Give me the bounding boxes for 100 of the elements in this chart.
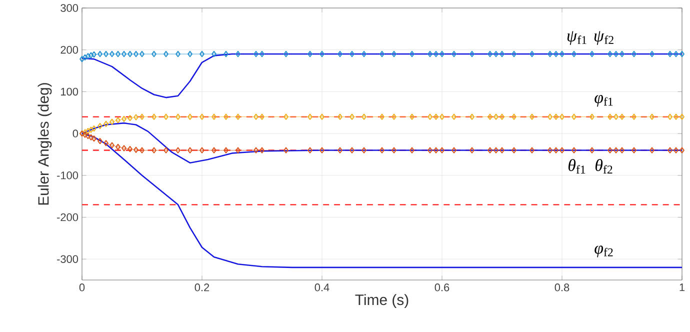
y-tick-label: -300 bbox=[57, 255, 78, 263]
point bbox=[128, 146, 132, 152]
point bbox=[308, 50, 312, 58]
y-tick-label: -200 bbox=[57, 213, 78, 222]
point bbox=[254, 50, 258, 58]
point bbox=[86, 53, 90, 60]
point bbox=[632, 50, 636, 58]
point bbox=[92, 135, 96, 142]
point bbox=[128, 114, 132, 122]
point bbox=[122, 50, 126, 58]
point bbox=[176, 50, 180, 58]
point bbox=[200, 114, 204, 120]
point bbox=[434, 50, 438, 58]
point bbox=[350, 147, 354, 154]
point bbox=[500, 114, 504, 120]
point bbox=[308, 147, 312, 154]
point bbox=[110, 50, 114, 58]
point bbox=[452, 147, 456, 154]
point bbox=[98, 122, 102, 130]
point bbox=[134, 50, 138, 58]
point bbox=[110, 118, 114, 125]
point bbox=[440, 114, 444, 120]
point bbox=[236, 114, 240, 120]
point bbox=[140, 147, 144, 154]
point bbox=[254, 147, 258, 154]
point bbox=[88, 52, 94, 58]
point bbox=[560, 114, 564, 120]
point bbox=[554, 50, 558, 58]
point bbox=[200, 50, 204, 58]
point bbox=[620, 147, 624, 154]
point bbox=[572, 147, 576, 154]
point bbox=[470, 147, 474, 154]
point bbox=[608, 114, 612, 120]
point bbox=[338, 50, 342, 58]
point bbox=[440, 50, 444, 58]
point bbox=[134, 114, 138, 120]
point bbox=[320, 114, 324, 120]
x-tick-label: 0.4 bbox=[314, 284, 330, 292]
point bbox=[236, 50, 240, 58]
point bbox=[428, 50, 432, 58]
y-axis-title: Euler Angles (deg) bbox=[38, 83, 52, 205]
point bbox=[674, 147, 678, 154]
point bbox=[620, 114, 624, 120]
point bbox=[164, 147, 168, 154]
point bbox=[650, 147, 654, 154]
point bbox=[440, 147, 444, 154]
point bbox=[362, 147, 366, 154]
point bbox=[128, 50, 132, 58]
point bbox=[548, 50, 552, 58]
point bbox=[530, 147, 534, 154]
x-tick-label: 1 bbox=[680, 284, 685, 292]
point bbox=[86, 132, 90, 140]
point bbox=[494, 50, 498, 58]
point bbox=[452, 114, 456, 120]
point bbox=[572, 50, 576, 58]
point bbox=[164, 50, 168, 58]
point bbox=[86, 128, 90, 134]
point bbox=[590, 114, 594, 120]
point bbox=[554, 114, 558, 120]
point bbox=[212, 50, 216, 58]
point bbox=[674, 50, 678, 58]
point bbox=[434, 114, 438, 120]
point bbox=[338, 114, 342, 120]
point bbox=[200, 147, 204, 154]
point bbox=[488, 147, 492, 154]
point bbox=[104, 140, 108, 146]
point bbox=[236, 147, 240, 154]
point bbox=[608, 147, 612, 154]
point bbox=[188, 50, 192, 58]
point bbox=[140, 50, 144, 58]
point bbox=[350, 50, 354, 58]
point bbox=[116, 50, 120, 58]
point bbox=[380, 147, 384, 154]
point bbox=[362, 114, 366, 120]
point bbox=[494, 114, 498, 120]
point bbox=[284, 114, 288, 120]
point bbox=[614, 114, 618, 120]
point bbox=[260, 147, 264, 154]
point bbox=[176, 114, 180, 120]
point bbox=[500, 50, 504, 58]
point bbox=[380, 50, 384, 58]
point bbox=[260, 114, 264, 120]
point bbox=[620, 50, 624, 58]
point bbox=[134, 146, 138, 153]
point bbox=[470, 50, 474, 58]
y-tick-label: 0 bbox=[72, 130, 78, 138]
point bbox=[164, 114, 168, 120]
point bbox=[530, 114, 534, 120]
x-axis-title: Time (s) bbox=[355, 294, 408, 308]
point bbox=[98, 138, 102, 144]
point bbox=[116, 144, 120, 150]
point bbox=[614, 147, 618, 154]
point bbox=[140, 114, 144, 120]
point bbox=[554, 147, 558, 154]
point bbox=[82, 54, 88, 60]
point bbox=[500, 147, 504, 154]
point bbox=[284, 50, 288, 58]
x-tick-label: 0.8 bbox=[554, 284, 570, 292]
point bbox=[590, 50, 594, 58]
point bbox=[362, 50, 366, 58]
